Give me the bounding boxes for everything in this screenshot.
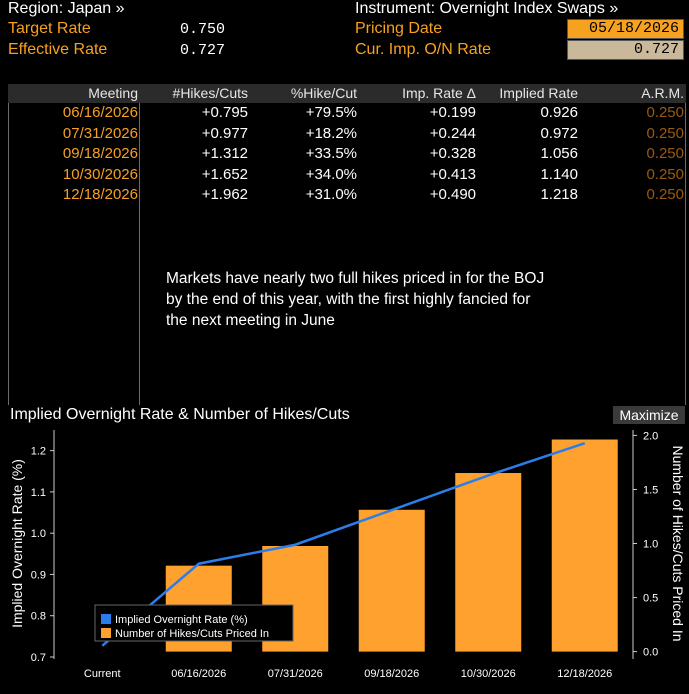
- cell-delta: +0.490: [429, 186, 476, 203]
- cell-meeting: 06/16/2026: [62, 104, 138, 121]
- right-tick-label: 1.0: [643, 539, 658, 551]
- cell-delta: +0.328: [429, 145, 476, 162]
- right-axis-label: Number of Hikes/Cuts Priced In: [670, 445, 686, 641]
- cell-implied: 0.972: [540, 124, 578, 142]
- cell-pct: +33.5%: [305, 145, 357, 162]
- cell-implied: 1.140: [540, 165, 578, 183]
- cell-arm: 0.250: [646, 165, 684, 183]
- chart-title: Implied Overnight Rate & Number of Hikes…: [10, 406, 350, 423]
- col-header-pct[interactable]: %Hike/Cut: [290, 85, 357, 101]
- table-row[interactable]: 12/18/2026 +1.962 +31.0% +0.490 1.218 0.250: [8, 186, 686, 207]
- cell-arm: 0.250: [646, 186, 684, 203]
- legend-label-bar: Number of Hikes/Cuts Priced In: [115, 628, 269, 640]
- cell-meeting: 09/18/2026: [62, 145, 138, 162]
- cell-implied: 0.926: [540, 104, 578, 121]
- x-tick-label: 09/18/2026: [364, 668, 419, 680]
- x-tick-label: 10/30/2026: [461, 668, 516, 680]
- cur-imp-rate-field[interactable]: 0.727: [567, 40, 684, 60]
- col-header-hikes[interactable]: #Hikes/Cuts: [172, 85, 248, 101]
- left-tick-label: 1.0: [31, 528, 46, 540]
- left-tick-label: 0.9: [31, 569, 46, 581]
- col-header-arm[interactable]: A.R.M.: [641, 85, 684, 101]
- cell-hikes: +1.312: [201, 145, 248, 162]
- pricing-date-field[interactable]: 05/18/2026: [567, 19, 684, 39]
- region-selector[interactable]: Region: Japan »: [8, 0, 125, 17]
- right-tick-label: 0.5: [643, 593, 658, 605]
- table-body-panel: [8, 103, 686, 405]
- maximize-button[interactable]: Maximize: [613, 406, 685, 424]
- x-tick-label: 07/31/2026: [268, 668, 323, 680]
- table-row[interactable]: 09/18/2026 +1.312 +33.5% +0.328 1.056 0.250: [8, 145, 686, 166]
- cell-meeting: 10/30/2026: [62, 165, 138, 183]
- cell-implied: 1.218: [540, 186, 578, 203]
- cell-delta: +0.413: [429, 165, 476, 183]
- effective-rate-value: 0.727: [180, 42, 226, 59]
- cell-pct: +34.0%: [305, 165, 357, 183]
- cell-arm: 0.250: [646, 104, 684, 121]
- table-row[interactable]: 10/30/2026 +1.652 +34.0% +0.413 1.140 0.250: [8, 166, 686, 187]
- effective-rate-label: Effective Rate: [8, 41, 108, 58]
- left-axis-label: Implied Overnight Rate (%): [9, 459, 25, 628]
- col-header-delta[interactable]: Imp. Rate Δ: [402, 85, 476, 101]
- left-tick-label: 1.1: [31, 487, 46, 499]
- cur-imp-rate-label: Cur. Imp. O/N Rate: [355, 41, 492, 58]
- left-tick-label: 0.8: [31, 611, 46, 623]
- legend-swatch-line: [101, 614, 111, 624]
- target-rate-label: Target Rate: [8, 20, 91, 37]
- target-rate-value: 0.750: [180, 21, 226, 38]
- x-tick-label: Current: [84, 668, 121, 680]
- bar: [358, 509, 425, 652]
- cell-pct: +79.5%: [305, 104, 357, 121]
- cell-implied: 1.056: [540, 145, 578, 162]
- table-divider: [139, 103, 140, 405]
- table-header: Meeting #Hikes/Cuts %Hike/Cut Imp. Rate …: [8, 84, 686, 103]
- legend-label-line: Implied Overnight Rate (%): [115, 614, 248, 626]
- pricing-date-label: Pricing Date: [355, 20, 443, 37]
- col-header-meeting[interactable]: Meeting: [88, 85, 138, 101]
- table-row[interactable]: 07/31/2026 +0.977 +18.2% +0.244 0.972 0.250: [8, 125, 686, 146]
- cell-arm: 0.250: [646, 145, 684, 162]
- cell-arm: 0.250: [646, 124, 684, 142]
- right-tick-label: 2.0: [643, 430, 658, 442]
- right-tick-label: 0.0: [643, 647, 658, 659]
- cell-hikes: +0.795: [201, 104, 248, 121]
- legend-box: [94, 604, 294, 642]
- left-tick-label: 1.2: [31, 446, 46, 458]
- instrument-selector[interactable]: Instrument: Overnight Index Swaps »: [355, 0, 619, 17]
- annotation-text: Markets have nearly two full hikes price…: [166, 270, 545, 329]
- implied-rate-line: [101, 442, 586, 647]
- cell-pct: +31.0%: [305, 186, 357, 203]
- cell-meeting: 12/18/2026: [62, 186, 138, 203]
- cell-hikes: +1.962: [201, 186, 248, 203]
- bar: [455, 473, 522, 652]
- cell-hikes: +1.652: [201, 165, 248, 183]
- cell-hikes: +0.977: [201, 124, 248, 142]
- table-row[interactable]: 06/16/2026 +0.795 +79.5% +0.199 0.926 0.250: [8, 104, 686, 125]
- x-tick-label: 12/18/2026: [557, 668, 612, 680]
- col-header-implied[interactable]: Implied Rate: [499, 85, 578, 101]
- legend-swatch-bar: [101, 628, 111, 638]
- bar: [551, 439, 618, 652]
- cell-delta: +0.199: [429, 104, 476, 121]
- cell-pct: +18.2%: [305, 124, 357, 142]
- chart-svg: 0.7 0.8 0.9 1.0 1.1 1.2 0.0 0.5 1.0 1.5 2.0 Implied…: [9, 430, 686, 680]
- cell-delta: +0.244: [429, 124, 476, 142]
- cell-meeting: 07/31/2026: [62, 124, 138, 142]
- right-tick-label: 1.5: [643, 484, 658, 496]
- left-tick-label: 0.7: [31, 652, 46, 664]
- x-tick-label: 06/16/2026: [171, 668, 226, 680]
